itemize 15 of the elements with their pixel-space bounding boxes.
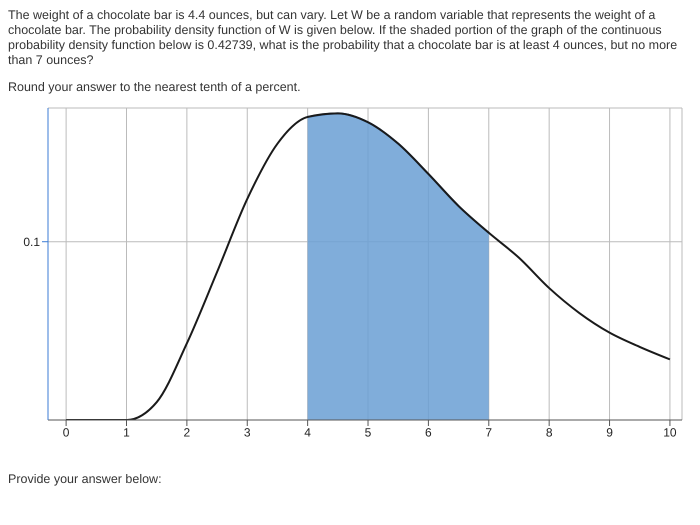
x-tick-label: 1 bbox=[123, 426, 130, 440]
x-tick-label: 3 bbox=[244, 426, 251, 440]
x-tick-label: 8 bbox=[546, 426, 553, 440]
x-tick-label: 4 bbox=[304, 426, 312, 440]
chart-subtitle: Round your answer to the nearest tenth of a percent. bbox=[8, 80, 302, 94]
x-tick-label: 2 bbox=[184, 426, 191, 440]
x-tick-label: 7 bbox=[485, 426, 492, 440]
x-tick-label: 6 bbox=[425, 426, 432, 440]
chart-title: The weight of a chocolate bar is 4.4 ounces, but can vary. Let W be a random variable that represents the weight of a chocolate bar. The probability density function of W is given below. If the shaded portion of the graph of the continuous probability density function below is 0.42739, what is the probability that a chocolate bar is at least 4 ounces, but no more than 7 ounces? bbox=[8, 8, 678, 68]
x-tick-label: 0 bbox=[62, 426, 70, 440]
text: Provide your answer below: bbox=[8, 472, 163, 486]
y-tick-label: 0.1 bbox=[23, 234, 40, 249]
x-tick-label: 9 bbox=[606, 426, 614, 440]
x-tick-label: 5 bbox=[364, 426, 372, 440]
x-tick-label: 10 bbox=[663, 426, 677, 440]
